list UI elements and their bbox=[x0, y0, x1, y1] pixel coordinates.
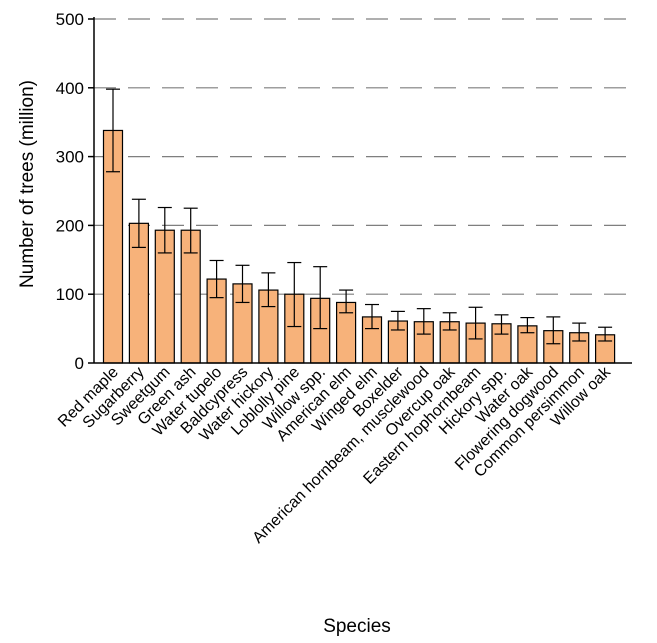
y-tick-label: 300 bbox=[56, 148, 84, 167]
error-bar bbox=[365, 303, 379, 330]
y-tick-label: 0 bbox=[75, 354, 84, 373]
y-axis-title: Number of trees (million) bbox=[17, 80, 38, 288]
axes bbox=[88, 17, 632, 364]
error-bar bbox=[520, 316, 535, 334]
y-tick-label: 400 bbox=[56, 79, 84, 98]
y-tick-label: 500 bbox=[56, 10, 84, 29]
y-tick-label: 200 bbox=[56, 216, 84, 235]
error-bar bbox=[235, 264, 250, 304]
x-axis-title: Species bbox=[323, 616, 391, 637]
error-bar bbox=[209, 259, 224, 299]
error-bar bbox=[287, 261, 302, 328]
error-bar bbox=[131, 198, 146, 249]
error-bars bbox=[106, 88, 613, 345]
error-bar bbox=[468, 306, 483, 340]
y-tick-label: 100 bbox=[56, 285, 84, 304]
error-bar bbox=[313, 266, 328, 330]
error-bar bbox=[183, 207, 198, 254]
error-bar bbox=[106, 88, 120, 173]
error-bar bbox=[572, 322, 587, 342]
y-tick-labels: 0 100 200 300 400 500 bbox=[56, 10, 84, 373]
bars bbox=[102, 129, 616, 364]
error-bar bbox=[261, 272, 276, 308]
error-bar bbox=[598, 326, 613, 342]
error-bar bbox=[416, 308, 431, 335]
error-bar bbox=[339, 289, 354, 314]
error-bar bbox=[546, 316, 561, 345]
error-bar bbox=[494, 314, 509, 335]
error-bar bbox=[157, 206, 172, 254]
error-bar bbox=[442, 312, 457, 331]
error-bar bbox=[390, 310, 405, 331]
